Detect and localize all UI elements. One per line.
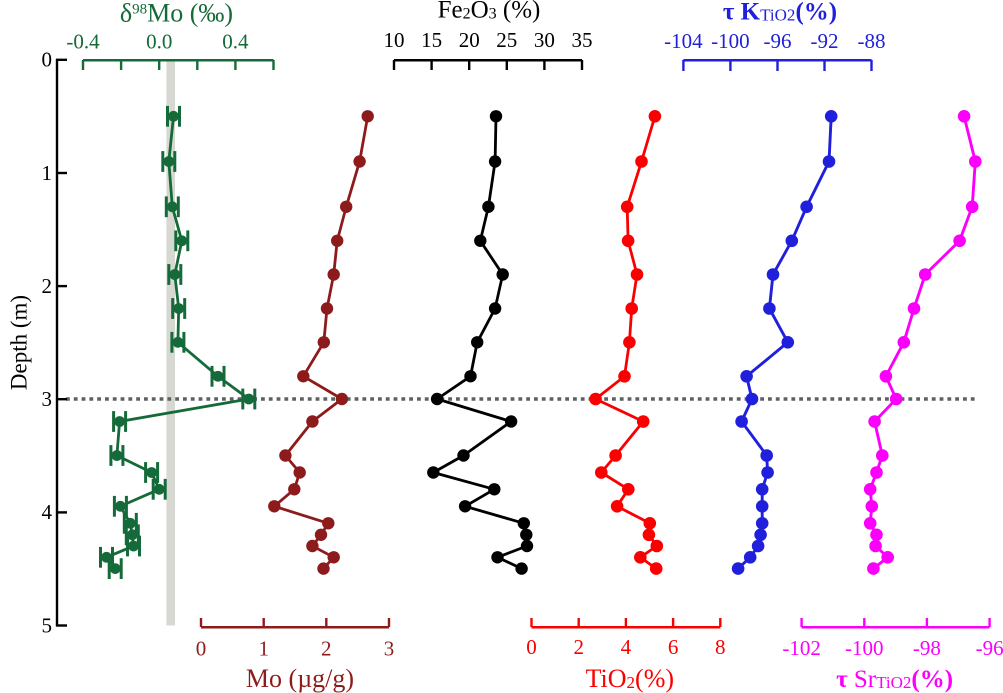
svg-text:10: 10 (384, 28, 405, 52)
svg-text:0.0: 0.0 (146, 30, 172, 54)
svg-text:30: 30 (534, 28, 555, 52)
svg-text:-102: -102 (782, 636, 821, 660)
svg-text:3: 3 (42, 387, 53, 411)
svg-text:4: 4 (42, 500, 53, 524)
svg-text:8: 8 (715, 635, 726, 659)
svg-text:3: 3 (384, 636, 395, 660)
svg-text:TiO2(%): TiO2(%) (586, 664, 674, 693)
svg-text:15: 15 (421, 28, 442, 52)
svg-text:0: 0 (526, 635, 537, 659)
svg-text:0: 0 (42, 48, 53, 72)
svg-text:0: 0 (196, 636, 207, 660)
svg-text:τ SrTiO2(%): τ SrTiO2(%) (836, 666, 953, 693)
svg-text:2: 2 (42, 274, 53, 298)
svg-text:-104: -104 (664, 29, 703, 53)
svg-text:-92: -92 (811, 29, 839, 53)
svg-text:35: 35 (572, 28, 593, 52)
svg-text:5: 5 (42, 613, 53, 637)
svg-text:Fe2O3 (%): Fe2O3 (%) (438, 0, 541, 24)
svg-text:-0.4: -0.4 (66, 30, 100, 54)
svg-text:-96: -96 (764, 29, 792, 53)
svg-text:2: 2 (321, 636, 332, 660)
svg-text:Depth (m): Depth (m) (7, 295, 32, 390)
svg-text:6: 6 (668, 635, 679, 659)
svg-text:0.4: 0.4 (222, 30, 249, 54)
svg-text:-96: -96 (976, 636, 1003, 660)
svg-text:2: 2 (573, 635, 584, 659)
svg-text:-88: -88 (858, 29, 886, 53)
svg-text:1: 1 (42, 161, 53, 185)
svg-text:τ KTiO2(%): τ KTiO2(%) (723, 0, 837, 25)
svg-text:1: 1 (258, 636, 269, 660)
svg-text:-100: -100 (845, 636, 884, 660)
svg-text:-100: -100 (711, 29, 750, 53)
svg-text:Mo (µg/g): Mo (µg/g) (246, 664, 354, 693)
svg-text:20: 20 (459, 28, 480, 52)
svg-text:4: 4 (621, 635, 632, 659)
svg-text:25: 25 (496, 28, 517, 52)
svg-text:-98: -98 (913, 636, 941, 660)
